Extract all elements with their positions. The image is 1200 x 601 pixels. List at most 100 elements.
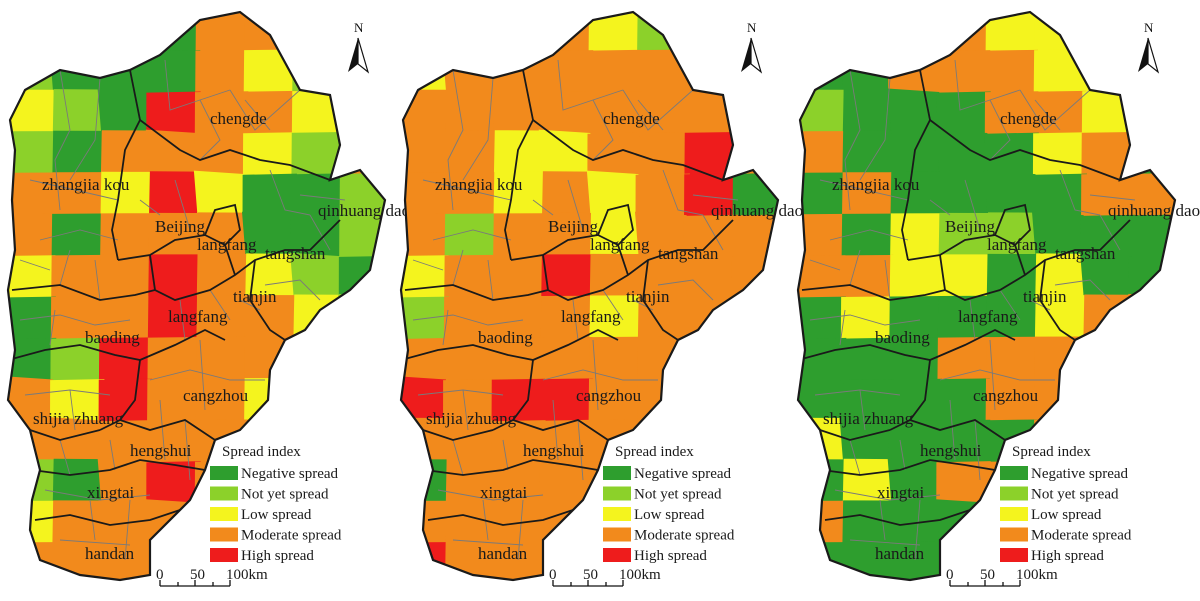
- county-boundary: [834, 489, 941, 501]
- county-boundary: [124, 499, 131, 561]
- city-label: xingtai: [480, 483, 527, 502]
- county-boundary: [692, 194, 739, 201]
- legend-swatch: [603, 527, 631, 542]
- prefecture-boundary: [224, 244, 236, 276]
- county-boundary: [849, 249, 861, 286]
- county-cell: [340, 459, 385, 505]
- county-boundary: [174, 179, 191, 231]
- north-arrow-left-half: [348, 38, 358, 72]
- county-boundary: [59, 249, 71, 286]
- county-cell: [890, 541, 942, 580]
- county-cell: [339, 542, 385, 580]
- county-cell: [798, 213, 846, 259]
- county-cell: [292, 418, 344, 464]
- county-cell: [401, 542, 448, 580]
- county-cell: [635, 132, 690, 177]
- county-cell: [1033, 49, 1086, 95]
- prefecture-boundary: [11, 284, 156, 301]
- legend-title: Spread index: [222, 444, 301, 460]
- county-cell: [842, 89, 895, 134]
- county-cell: [149, 171, 201, 216]
- county-boundary: [179, 299, 186, 341]
- county-cell: [685, 12, 738, 53]
- north-arrow: N: [1138, 20, 1160, 74]
- legend-swatch: [1000, 507, 1028, 521]
- county-cell: [731, 293, 778, 342]
- county-cell: [1081, 90, 1134, 136]
- county-cell: [889, 254, 942, 300]
- city-label: shijia zhuang: [823, 409, 914, 428]
- legend-swatch: [210, 548, 238, 562]
- county-boundary: [557, 59, 624, 111]
- city-label: langfang: [168, 307, 228, 326]
- county-boundary: [949, 399, 956, 461]
- county-cell: [341, 377, 385, 422]
- legend-title: Spread index: [1012, 444, 1091, 460]
- county-boundary: [412, 314, 524, 326]
- county-cell: [1128, 293, 1175, 342]
- county-cell: [542, 171, 594, 216]
- county-boundary: [1034, 99, 1061, 131]
- legend-item-label: High spread: [241, 548, 314, 564]
- map-panel-1: chengde zhangjia kou Beijing qinhuang dao la…: [6, 10, 410, 587]
- legend: Spread index Negative spread Not yet sprea…: [1000, 444, 1132, 564]
- county-cell: [733, 418, 778, 463]
- county-cell: [1082, 418, 1134, 464]
- county-boundary: [44, 489, 151, 501]
- legend-item-label: Not yet spread: [241, 487, 329, 503]
- county-cell: [1129, 131, 1175, 177]
- prefecture-boundary: [8, 344, 141, 361]
- prefecture-boundary: [401, 344, 534, 361]
- county-cell: [52, 89, 105, 134]
- county-cell: [292, 12, 345, 53]
- county-cell: [1083, 336, 1135, 381]
- legend-swatch: [210, 507, 238, 521]
- prefecture-boundary: [929, 328, 1016, 361]
- county-cell: [890, 130, 943, 175]
- county-cell: [732, 542, 778, 580]
- prefecture-boundary: [504, 69, 534, 261]
- county-cell: [291, 90, 344, 136]
- county-cell: [538, 499, 591, 548]
- city-label: xingtai: [877, 483, 924, 502]
- city-label: zhangjia kou: [832, 175, 920, 194]
- legend-item-label: Moderate spread: [241, 528, 342, 544]
- county-cell: [685, 49, 737, 94]
- prefecture-boundary: [798, 344, 931, 361]
- county-cell: [8, 48, 56, 93]
- county-boundary: [452, 249, 464, 286]
- prefecture-boundary: [512, 419, 609, 441]
- city-label: chengde: [210, 109, 267, 128]
- county-cell: [684, 90, 737, 136]
- county-cell: [539, 91, 594, 137]
- prefecture-boundary: [1014, 244, 1026, 276]
- county-boundary: [829, 229, 909, 241]
- county-cell: [243, 49, 296, 95]
- county-cell: [146, 91, 201, 137]
- county-boundary: [517, 499, 524, 561]
- county-boundary: [19, 259, 51, 271]
- county-boundary: [1099, 214, 1121, 251]
- legend-swatch: [1000, 486, 1028, 501]
- prefecture-boundary: [907, 234, 1016, 261]
- county-boundary: [929, 199, 951, 216]
- legend-item-label: Negative spread: [634, 466, 732, 482]
- prefecture-boundary: [424, 459, 599, 476]
- county-cell: [401, 48, 449, 93]
- county-cell: [244, 12, 296, 53]
- legend-swatch: [603, 486, 631, 501]
- county-cell: [587, 132, 642, 178]
- city-label: cangzhou: [183, 386, 249, 405]
- county-boundary: [849, 439, 861, 476]
- county-cell: [339, 131, 385, 177]
- legend-swatch: [1000, 466, 1028, 480]
- county-boundary: [637, 99, 664, 131]
- legend-item-label: Moderate spread: [1031, 528, 1132, 544]
- county-cell: [491, 50, 546, 96]
- county-cell: [1131, 335, 1175, 380]
- county-boundary: [422, 179, 512, 201]
- scale-tick-label: 100km: [619, 567, 661, 583]
- county-boundary: [702, 214, 724, 251]
- legend-item-label: High spread: [1031, 548, 1104, 564]
- county-boundary: [1059, 169, 1101, 216]
